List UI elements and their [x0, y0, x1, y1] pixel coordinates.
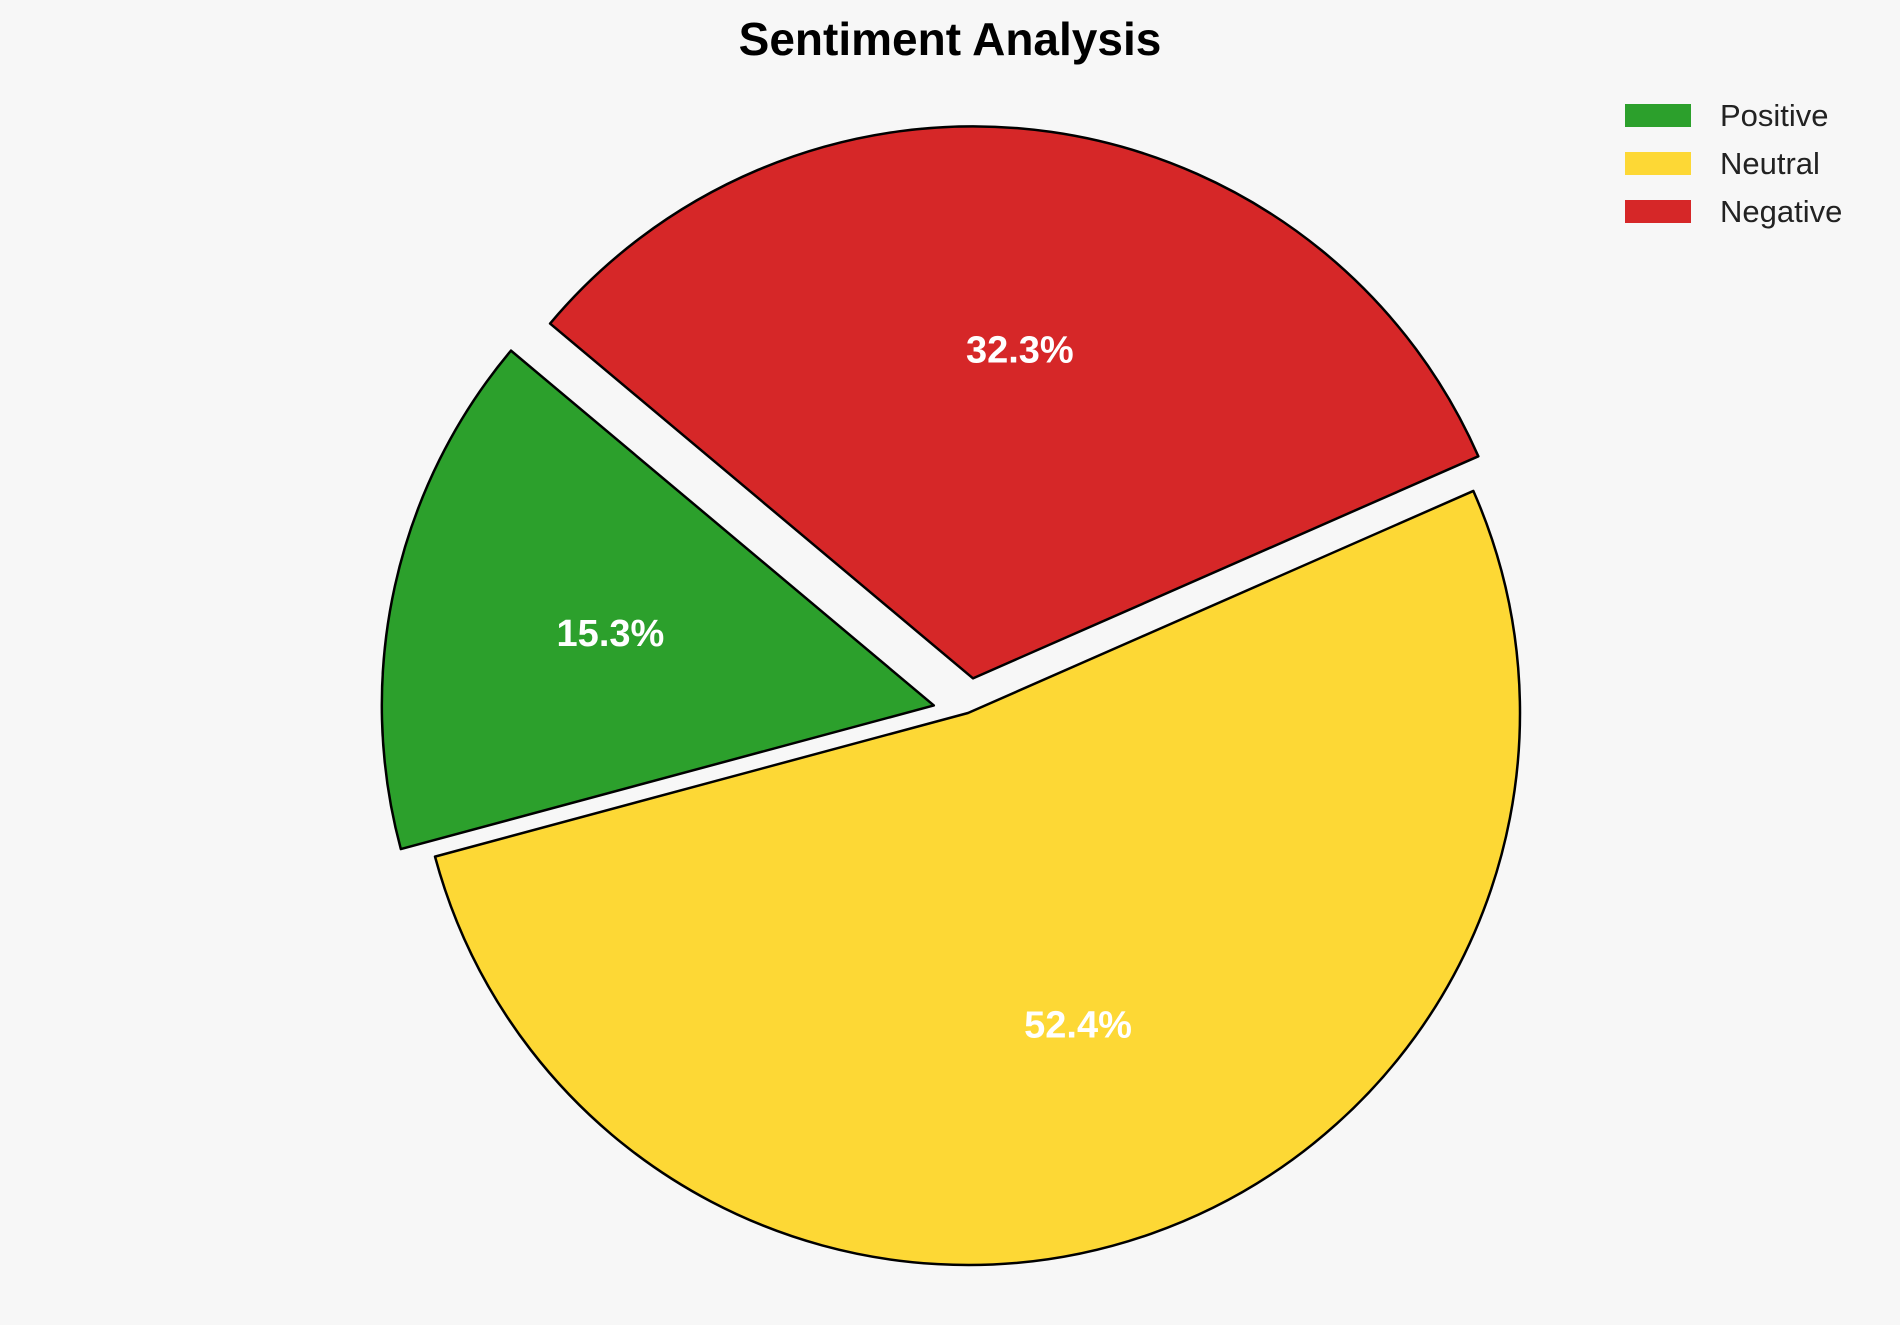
pie-slices — [380, 125, 1522, 1267]
legend-label-neutral: Neutral — [1720, 146, 1820, 181]
legend-label-negative: Negative — [1720, 194, 1842, 229]
slice-label-negative: 32.3% — [966, 329, 1074, 371]
pie-slice-neutral — [433, 489, 1522, 1267]
pie-slice-positive — [380, 349, 936, 851]
legend-swatch-negative — [1625, 200, 1691, 223]
legend-swatch-positive — [1625, 104, 1691, 127]
slice-label-positive: 15.3% — [557, 613, 665, 655]
pie-slice-labels: 15.3% 52.4% 32.3% — [557, 329, 1132, 1046]
legend: Positive Neutral Negative — [1625, 98, 1842, 229]
slice-label-neutral: 52.4% — [1024, 1004, 1132, 1046]
legend-swatch-neutral — [1625, 152, 1691, 175]
chart-title: Sentiment Analysis — [739, 13, 1162, 65]
legend-label-positive: Positive — [1720, 98, 1829, 133]
pie-slice-negative — [548, 125, 1480, 680]
